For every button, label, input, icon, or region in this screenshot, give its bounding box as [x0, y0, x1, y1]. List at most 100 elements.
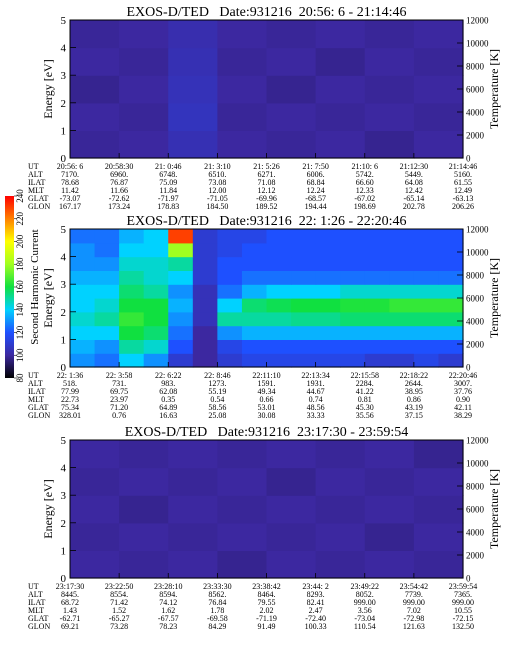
heatmap-cell — [438, 325, 464, 340]
table-cell: 5160. — [454, 170, 472, 179]
heatmap-cell — [291, 256, 317, 271]
table-cell: 75.34 — [61, 403, 79, 412]
heatmap-cell — [438, 256, 464, 271]
table-cell: 198.69 — [354, 202, 376, 211]
table-row-label: GLON — [28, 622, 50, 631]
table-row-label: ILAT — [28, 598, 45, 607]
table-cell: 21:10: 6 — [352, 162, 378, 171]
heatmap-cell — [168, 339, 194, 354]
table-cell: 0.66 — [260, 395, 274, 404]
table-row-label: UT — [28, 371, 39, 380]
table-cell: -62.71 — [60, 614, 81, 623]
y2-tick-label: 2000 — [466, 131, 485, 141]
y-tick-label: 3 — [61, 279, 67, 291]
table-cell: 12.24 — [307, 186, 325, 195]
table-cell: 25.08 — [208, 411, 226, 420]
table-cell: 84.29 — [208, 622, 226, 631]
heatmap-cell — [389, 242, 415, 258]
heatmap-cell — [241, 242, 268, 258]
table-cell: 8052. — [356, 590, 374, 599]
heatmap-cell — [70, 256, 96, 271]
heatmap-cell — [168, 467, 218, 496]
heatmap-cell — [438, 270, 464, 285]
y2-tick-label: 4000 — [466, 108, 485, 118]
heatmap-cell — [364, 311, 390, 327]
table-cell: 328.01 — [59, 411, 81, 420]
table-cell: 1.62 — [161, 606, 175, 615]
table-cell: 23:28:10 — [154, 582, 182, 591]
table-cell: 23:44: 2 — [302, 582, 328, 591]
table-cell: 48.56 — [307, 403, 325, 412]
y2-tick-label: 2000 — [466, 340, 485, 350]
heatmap-cell — [192, 229, 218, 244]
table-cell: 8445. — [61, 590, 79, 599]
heatmap-cell — [119, 325, 145, 340]
table-cell: 8293. — [307, 590, 325, 599]
y2-tick-label: 12000 — [466, 16, 489, 26]
heatmap-cell — [266, 256, 292, 271]
heatmap-cell — [438, 311, 464, 327]
table-cell: 22:13:34 — [301, 371, 329, 380]
table-row-label: UT — [28, 582, 39, 591]
heatmap-cell — [266, 242, 292, 258]
heatmap-cell — [70, 325, 96, 340]
table-cell: 16.63 — [159, 411, 177, 420]
heatmap-cell — [168, 20, 218, 49]
table-cell: 43.19 — [405, 403, 423, 412]
table-cell: 0.54 — [210, 395, 224, 404]
heatmap-cell — [168, 47, 218, 76]
y2-axis-label: Temperature [K] — [487, 49, 501, 129]
table-cell: 1.43 — [63, 606, 77, 615]
heatmap-cell — [266, 270, 292, 285]
table-cell: 23:22:50 — [105, 582, 133, 591]
table-cell: 22:20:46 — [449, 371, 477, 380]
table-cell: -72.98 — [404, 614, 425, 623]
table-cell: 1591. — [258, 379, 276, 388]
heatmap-cell — [315, 256, 341, 271]
heatmap-cell — [94, 311, 120, 327]
heatmap-cell — [119, 495, 169, 524]
heatmap-cell — [266, 522, 317, 551]
table-cell: -68.57 — [305, 194, 326, 203]
heatmap-cell — [70, 270, 96, 285]
y2-tick-label: 6000 — [466, 505, 485, 515]
table-cell: 22: 8:46 — [204, 371, 230, 380]
heatmap-cell — [168, 495, 218, 524]
heatmap-cell — [241, 311, 268, 327]
table-cell: 91.49 — [258, 622, 276, 631]
colorbar-tick-label: 160 — [15, 280, 25, 294]
y2-tick-label: 10000 — [466, 39, 489, 49]
y-tick-label: 4 — [61, 43, 67, 55]
table-cell: 1.78 — [210, 606, 224, 615]
colorbar-tick-label: 140 — [15, 303, 25, 317]
table-cell: 68.84 — [307, 178, 325, 187]
table-cell: 22: 1:36 — [57, 371, 83, 380]
heatmap-cell — [364, 102, 415, 131]
table-cell: 110.54 — [354, 622, 376, 631]
table-cell: 21: 3:10 — [204, 162, 230, 171]
heatmap-cell — [364, 47, 415, 76]
heatmap-cell — [364, 284, 390, 299]
table-cell: 20:58:30 — [105, 162, 133, 171]
heatmap-cell — [364, 75, 415, 104]
table-cell: 189.52 — [256, 202, 278, 211]
heatmap-cell — [217, 256, 243, 271]
table-cell: 21: 0:46 — [155, 162, 181, 171]
heatmap-cell — [168, 270, 194, 285]
heatmap-cell — [241, 229, 268, 244]
heatmap-cell — [119, 550, 169, 579]
heatmap-cell — [315, 229, 341, 244]
heatmap-cell — [413, 270, 440, 285]
heatmap-cell — [364, 467, 415, 496]
heatmap-cell — [70, 550, 120, 579]
heatmap-cell — [119, 270, 145, 285]
heatmap-cell — [389, 298, 415, 313]
table-cell: 5742. — [356, 170, 374, 179]
heatmap-cell — [94, 284, 120, 299]
table-cell: 999.00 — [403, 598, 425, 607]
table-cell: 1931. — [307, 379, 325, 388]
heatmap-cell — [143, 353, 169, 368]
table-cell: 64.89 — [159, 403, 177, 412]
table-cell: 178.83 — [157, 202, 179, 211]
colorbar-label: Second Harmonic Current — [29, 229, 41, 344]
